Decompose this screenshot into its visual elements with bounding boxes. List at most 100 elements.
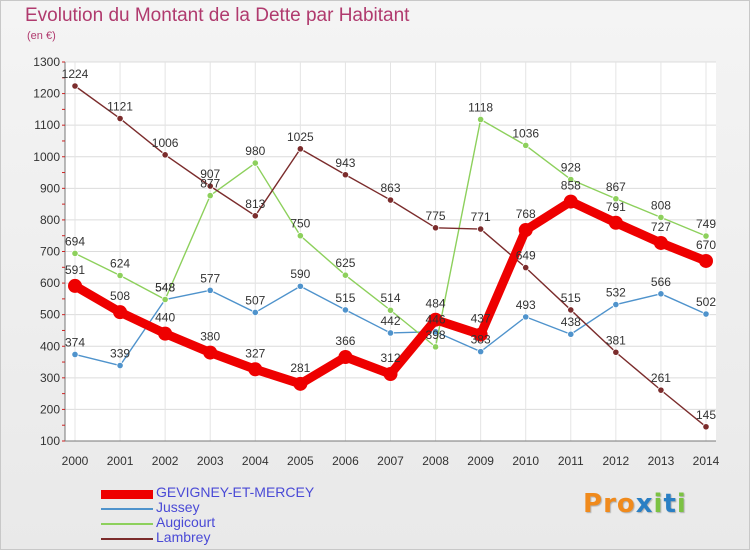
data-label: 446 xyxy=(426,313,446,327)
data-point xyxy=(702,310,710,318)
data-point xyxy=(522,313,530,321)
y-tick-label: 700 xyxy=(40,245,60,259)
logo-letter: x xyxy=(635,489,654,519)
logo-letter: r xyxy=(603,489,617,519)
data-point xyxy=(608,215,623,230)
data-point xyxy=(206,182,214,190)
x-tick-label: 2007 xyxy=(377,454,404,468)
x-tick-label: 2003 xyxy=(197,454,224,468)
data-label: 980 xyxy=(245,144,265,158)
data-label: 768 xyxy=(516,207,536,221)
y-tick-label: 900 xyxy=(40,181,60,195)
data-label: 515 xyxy=(335,291,355,305)
data-label: 775 xyxy=(426,209,446,223)
data-point xyxy=(431,224,440,232)
data-point xyxy=(431,343,440,351)
x-tick-label: 2005 xyxy=(287,454,314,468)
data-label: 577 xyxy=(200,271,220,285)
data-label: 727 xyxy=(651,220,671,234)
data-label: 366 xyxy=(335,334,355,348)
data-point xyxy=(296,145,304,153)
x-tick-label: 2004 xyxy=(242,454,269,468)
y-tick-label: 600 xyxy=(40,276,60,290)
data-point xyxy=(203,345,218,360)
data-point xyxy=(386,196,395,204)
data-point xyxy=(702,232,710,240)
legend-label: GEVIGNEY-ET-MERCEY xyxy=(156,484,315,500)
legend-label: Lambrey xyxy=(156,529,211,545)
data-label: 1118 xyxy=(468,100,493,114)
legend-swatch xyxy=(101,490,153,499)
data-label: 383 xyxy=(471,333,491,347)
data-label: 907 xyxy=(200,167,220,181)
data-label: 624 xyxy=(110,257,130,271)
data-label: 515 xyxy=(561,291,581,305)
data-label: 858 xyxy=(561,179,581,193)
data-point xyxy=(699,253,713,268)
data-point xyxy=(653,235,668,250)
data-point xyxy=(71,249,79,257)
y-tick-label: 1000 xyxy=(33,150,60,164)
data-label: 1036 xyxy=(512,126,539,140)
logo-letter: t xyxy=(663,489,677,519)
chart-title: Evolution du Montant de la Dette par Hab… xyxy=(25,5,410,26)
y-tick-label: 500 xyxy=(40,308,60,322)
data-point xyxy=(477,225,485,233)
data-label: 312 xyxy=(380,351,400,365)
x-tick-label: 2011 xyxy=(558,454,584,468)
series-jussey xyxy=(71,282,710,370)
x-tick-label: 2012 xyxy=(603,454,630,468)
data-point xyxy=(341,271,350,279)
data-point xyxy=(386,329,395,337)
data-label: 514 xyxy=(380,291,400,305)
data-point xyxy=(567,175,575,184)
data-point xyxy=(522,264,530,272)
data-point xyxy=(161,151,169,159)
data-point xyxy=(386,306,395,314)
data-label: 750 xyxy=(290,217,310,231)
data-label: 327 xyxy=(245,346,265,360)
data-label: 649 xyxy=(516,249,536,263)
y-tick-label: 100 xyxy=(40,434,60,448)
data-label: 877 xyxy=(200,177,220,191)
data-label: 548 xyxy=(155,281,175,295)
data-point xyxy=(251,212,259,220)
data-point xyxy=(248,362,263,377)
x-tick-label: 2013 xyxy=(648,454,675,468)
proxiti-logo: Proxiti xyxy=(583,489,687,519)
data-point xyxy=(116,361,124,370)
data-label: 867 xyxy=(606,180,626,194)
data-label: 507 xyxy=(245,293,265,307)
data-point xyxy=(612,300,620,309)
data-label: 863 xyxy=(380,181,400,195)
legend-swatch xyxy=(101,508,153,510)
data-point xyxy=(477,348,485,356)
data-point xyxy=(428,312,443,327)
data-label: 749 xyxy=(696,217,716,231)
data-point xyxy=(477,115,485,124)
x-tick-label: 2001 xyxy=(107,454,134,468)
data-label: 943 xyxy=(335,156,355,170)
logo-letter: i xyxy=(676,489,687,519)
data-label: 1224 xyxy=(62,67,89,81)
data-point xyxy=(518,223,533,238)
data-point xyxy=(161,295,169,304)
data-point xyxy=(657,213,665,221)
data-label: 145 xyxy=(696,408,716,422)
x-tick-label: 2009 xyxy=(467,454,494,468)
data-label: 813 xyxy=(245,197,265,211)
y-tick-label: 800 xyxy=(40,213,60,227)
y-tick-label: 300 xyxy=(40,371,60,385)
data-label: 548 xyxy=(155,281,175,295)
data-point xyxy=(612,195,620,203)
data-label: 625 xyxy=(335,256,355,270)
data-label: 670 xyxy=(696,238,716,252)
data-point xyxy=(567,330,575,338)
data-label: 590 xyxy=(290,267,310,281)
data-label: 281 xyxy=(290,361,310,375)
logo-letter: P xyxy=(583,489,604,519)
data-point xyxy=(206,286,214,294)
data-label: 1025 xyxy=(287,130,314,144)
data-point xyxy=(251,308,259,317)
